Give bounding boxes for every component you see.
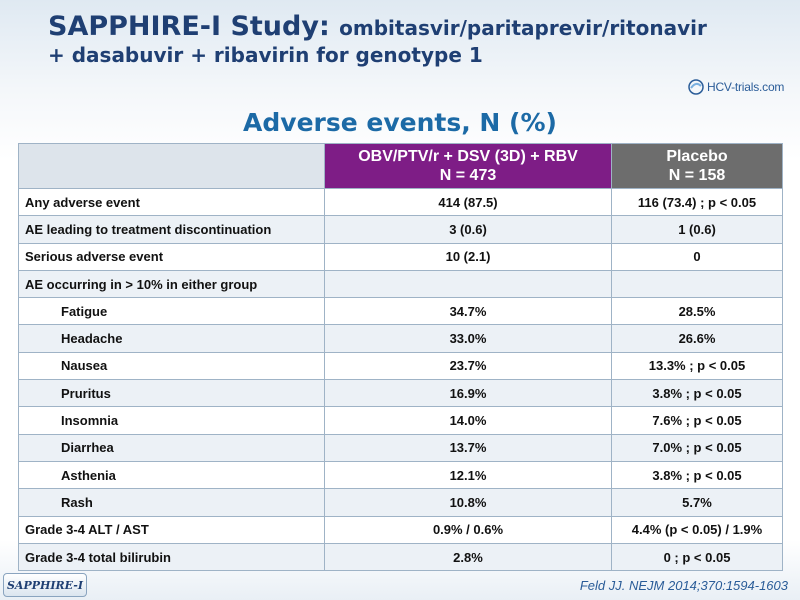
treatment-value: 34.7% bbox=[324, 297, 612, 326]
treatment-value: 13.7% bbox=[324, 433, 612, 462]
placebo-value: 4.4% (p < 0.05) / 1.9% bbox=[611, 515, 783, 544]
header-treatment-arm: OBV/PTV/r + DSV (3D) + RBV N = 473 bbox=[324, 143, 612, 189]
table-row: Diarrhea 13.7% 7.0% ; p < 0.05 bbox=[18, 433, 783, 462]
placebo-value: 7.6% ; p < 0.05 bbox=[611, 406, 783, 435]
row-label: AE occurring in > 10% in either group bbox=[18, 269, 325, 299]
placebo-value: 7.0% ; p < 0.05 bbox=[611, 433, 783, 462]
hcv-trials-logo: HCV-trials.com bbox=[688, 76, 784, 98]
row-label: Diarrhea bbox=[18, 433, 325, 462]
placebo-value bbox=[611, 269, 783, 299]
table-row: Fatigue 34.7% 28.5% bbox=[18, 297, 783, 326]
row-label: Any adverse event bbox=[18, 187, 325, 217]
treatment-value: 12.1% bbox=[324, 460, 612, 490]
header-placebo-n: N = 158 bbox=[668, 167, 726, 184]
placebo-value: 0 bbox=[611, 242, 783, 271]
table-row: Headache 33.0% 26.6% bbox=[18, 324, 783, 353]
treatment-value: 14.0% bbox=[324, 406, 612, 435]
treatment-value: 10 (2.1) bbox=[324, 242, 612, 271]
table-row: AE leading to treatment discontinuation 3… bbox=[18, 215, 783, 244]
row-label: Grade 3-4 total bilirubin bbox=[18, 542, 325, 572]
slide-subtitle: + dasabuvir + ribavirin for genotype 1 bbox=[48, 43, 483, 67]
table-row: Any adverse event 414 (87.5) 116 (73.4) ; … bbox=[18, 187, 783, 217]
treatment-value: 33.0% bbox=[324, 324, 612, 353]
row-label: Grade 3-4 ALT / AST bbox=[18, 515, 325, 544]
treatment-value: 23.7% bbox=[324, 351, 612, 381]
treatment-value: 10.8% bbox=[324, 488, 612, 517]
table-row: Insomnia 14.0% 7.6% ; p < 0.05 bbox=[18, 406, 783, 435]
treatment-value: 0.9% / 0.6% bbox=[324, 515, 612, 544]
header-placebo-label: Placebo bbox=[666, 148, 728, 165]
treatment-value: 2.8% bbox=[324, 542, 612, 572]
table-row: AE occurring in > 10% in either group bbox=[18, 269, 783, 299]
placebo-value: 13.3% ; p < 0.05 bbox=[611, 351, 783, 381]
placebo-value: 3.8% ; p < 0.05 bbox=[611, 379, 783, 408]
placebo-value: 0 ; p < 0.05 bbox=[611, 542, 783, 572]
row-label: Asthenia bbox=[18, 460, 325, 490]
treatment-value: 414 (87.5) bbox=[324, 187, 612, 217]
placebo-value: 1 (0.6) bbox=[611, 215, 783, 244]
header-placebo-arm: Placebo N = 158 bbox=[611, 143, 783, 189]
table-row: Asthenia 12.1% 3.8% ; p < 0.05 bbox=[18, 460, 783, 490]
row-label: Insomnia bbox=[18, 406, 325, 435]
row-label: Headache bbox=[18, 324, 325, 353]
row-label: Serious adverse event bbox=[18, 242, 325, 271]
title-block: SAPPHIRE-I Study: ombitasvir/paritaprevi… bbox=[48, 12, 768, 68]
row-label: Pruritus bbox=[18, 379, 325, 408]
header-treatment-n: N = 473 bbox=[439, 167, 497, 184]
table-row: Serious adverse event 10 (2.1) 0 bbox=[18, 242, 783, 271]
header-treatment-regimen: OBV/PTV/r + DSV (3D) + RBV bbox=[358, 148, 578, 165]
slide-title: SAPPHIRE-I Study: ombitasvir/paritaprevi… bbox=[48, 12, 768, 43]
table-row: Rash 10.8% 5.7% bbox=[18, 488, 783, 517]
row-label: Fatigue bbox=[18, 297, 325, 326]
title-study-name: SAPPHIRE-I Study: bbox=[48, 11, 330, 42]
placebo-value: 116 (73.4) ; p < 0.05 bbox=[611, 187, 783, 217]
study-badge: SAPPHIRE-I bbox=[3, 573, 87, 597]
section-title: Adverse events, N (%) bbox=[243, 108, 557, 137]
placebo-value: 3.8% ; p < 0.05 bbox=[611, 460, 783, 490]
adverse-events-table: OBV/PTV/r + DSV (3D) + RBV N = 473 Place… bbox=[18, 143, 783, 572]
logo-swirl-icon bbox=[688, 79, 704, 95]
table-row: Grade 3-4 ALT / AST 0.9% / 0.6% 4.4% (p < … bbox=[18, 515, 783, 544]
header-blank-cell bbox=[18, 143, 325, 189]
table-row: Grade 3-4 total bilirubin 2.8% 0 ; p < 0.0… bbox=[18, 542, 783, 572]
treatment-value: 3 (0.6) bbox=[324, 215, 612, 244]
title-regimen: ombitasvir/paritaprevir/ritonavir bbox=[339, 16, 707, 40]
row-label: Nausea bbox=[18, 351, 325, 381]
placebo-value: 5.7% bbox=[611, 488, 783, 517]
treatment-value: 16.9% bbox=[324, 379, 612, 408]
logo-text: HCV-trials.com bbox=[707, 80, 785, 94]
row-label: Rash bbox=[18, 488, 325, 517]
placebo-value: 26.6% bbox=[611, 324, 783, 353]
treatment-value bbox=[324, 269, 612, 299]
row-label: AE leading to treatment discontinuation bbox=[18, 215, 325, 244]
citation: Feld JJ. NEJM 2014;370:1594-1603 bbox=[579, 578, 788, 593]
table-row: Nausea 23.7% 13.3% ; p < 0.05 bbox=[18, 351, 783, 381]
table-row: Pruritus 16.9% 3.8% ; p < 0.05 bbox=[18, 379, 783, 408]
placebo-value: 28.5% bbox=[611, 297, 783, 326]
